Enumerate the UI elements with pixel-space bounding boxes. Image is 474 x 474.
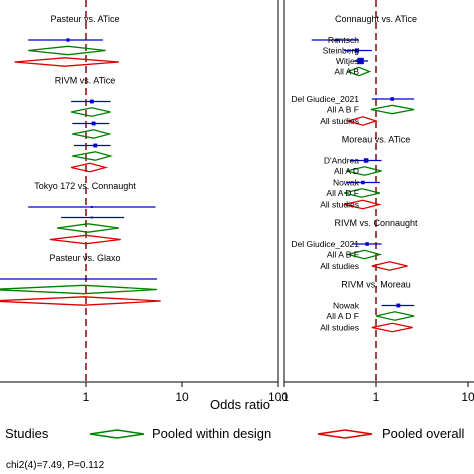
x-tick-label: 100 bbox=[268, 390, 288, 404]
pooled-within-diamond bbox=[345, 249, 383, 260]
pooled-within-diamond bbox=[28, 45, 106, 56]
group-title: Pasteur vs. ATice bbox=[50, 14, 119, 24]
study-point bbox=[357, 57, 364, 65]
pooled-within-diamond bbox=[57, 223, 119, 233]
row-label: All A B F bbox=[327, 105, 359, 115]
pooled-within-diamond bbox=[72, 129, 112, 139]
group-title: Moreau vs. ATice bbox=[342, 135, 411, 145]
group-title: RIVM vs. Moreau bbox=[341, 280, 411, 290]
pooled-within-diamond bbox=[0, 284, 158, 295]
study-point bbox=[66, 38, 70, 42]
pooled-within-diamond bbox=[346, 166, 382, 176]
pooled-overall-diamond bbox=[343, 199, 382, 210]
row-label: All A B bbox=[334, 67, 359, 77]
study-point bbox=[365, 242, 369, 246]
row-label: All studies bbox=[320, 200, 359, 210]
study-point bbox=[354, 48, 359, 53]
pooled-overall-diamond bbox=[70, 162, 109, 173]
row-label: All A B F bbox=[327, 250, 359, 260]
x-tick-label: 10 bbox=[461, 390, 474, 404]
row-label: All studies bbox=[320, 116, 359, 126]
study-point bbox=[363, 158, 369, 163]
study-point bbox=[335, 38, 339, 42]
panel-left: 1 10 100 Pasteur vs. ATice RIVM vs. ATice Tok… bbox=[0, 0, 288, 404]
study-point bbox=[85, 278, 87, 280]
panel-right: .1 1 10 Connaught vs. ATice RentschSteinberg… bbox=[279, 0, 474, 404]
pooled-within-diamond bbox=[375, 311, 415, 321]
study-point bbox=[390, 97, 394, 101]
legend-symbol-within bbox=[89, 429, 145, 439]
row-label: All studies bbox=[320, 323, 359, 333]
x-tick-label: 1 bbox=[373, 390, 380, 404]
row-label: Nowak bbox=[333, 301, 360, 311]
pooled-within-diamond bbox=[72, 151, 113, 161]
legend-label-study: Studies bbox=[5, 426, 49, 441]
pooled-within-diamond bbox=[71, 107, 111, 117]
x-axis-label: Odds ratio bbox=[210, 397, 270, 412]
group-title: Tokyo 172 vs. Connaught bbox=[34, 181, 136, 191]
group-title: RIVM vs. ATice bbox=[55, 76, 116, 86]
row-label: Nowak bbox=[333, 178, 360, 188]
study-point bbox=[91, 121, 96, 126]
pooled-overall-diamond bbox=[371, 261, 408, 271]
row-label: Witjes bbox=[336, 56, 359, 66]
x-tick-label: .1 bbox=[279, 390, 289, 404]
pooled-overall-diamond bbox=[371, 322, 413, 333]
pooled-overall-diamond bbox=[14, 57, 119, 67]
row-label: Del Giudice_2021 bbox=[291, 239, 359, 249]
legend-symbol-overall bbox=[317, 429, 373, 439]
pooled-within-diamond bbox=[370, 104, 415, 115]
study-point bbox=[89, 99, 94, 104]
legend-label-within: Pooled within design bbox=[152, 426, 271, 441]
row-label: D'Andrea bbox=[324, 156, 359, 166]
pooled-overall-diamond bbox=[345, 116, 379, 126]
pooled-within-diamond bbox=[346, 66, 372, 77]
pooled-overall-diamond bbox=[49, 234, 121, 245]
row-label: Rentsch bbox=[328, 35, 359, 45]
group-title: Connaught vs. ATice bbox=[335, 14, 417, 24]
plot-layer: 1 10 100 Pasteur vs. ATice RIVM vs. ATice Tok… bbox=[0, 0, 474, 404]
study-point bbox=[90, 216, 93, 219]
study-point bbox=[93, 143, 98, 148]
row-label: Del Giudice_2021 bbox=[291, 94, 359, 104]
group-title: Pasteur vs. Glaxo bbox=[49, 253, 120, 263]
group-title: RIVM vs. Connaught bbox=[334, 218, 418, 228]
x-tick-label: 1 bbox=[83, 390, 90, 404]
row-label: All A D bbox=[334, 166, 359, 176]
row-label: All A D F bbox=[326, 311, 359, 321]
pooled-overall-diamond bbox=[0, 296, 161, 306]
row-label: Steinberg bbox=[323, 46, 360, 56]
study-point bbox=[361, 180, 365, 185]
legend: Studies Pooled within design Pooled overal… bbox=[5, 426, 464, 441]
pooled-within-diamond bbox=[343, 188, 380, 198]
row-label: All A D F bbox=[326, 188, 359, 198]
row-label: All studies bbox=[320, 261, 359, 271]
study-point bbox=[396, 303, 401, 308]
legend-label-overall: Pooled overall bbox=[382, 426, 464, 441]
study-point bbox=[90, 206, 93, 208]
x-tick-label: 10 bbox=[175, 390, 189, 404]
heterogeneity-stat: chi2(4)=7.49, P=0.112 bbox=[6, 460, 105, 471]
